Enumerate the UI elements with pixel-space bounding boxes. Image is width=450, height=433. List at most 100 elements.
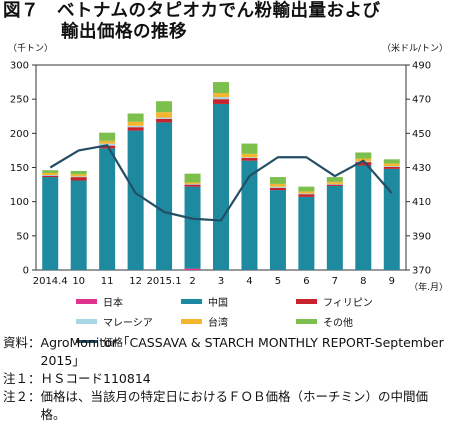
bar-segment (184, 268, 201, 270)
bar-segment (269, 188, 286, 191)
bar-segment (298, 191, 315, 194)
legend-item: その他 (296, 314, 353, 329)
bar-segment (99, 148, 116, 270)
x-tick-label: 2015.1 (147, 276, 182, 287)
bar-segment (156, 117, 173, 119)
bar-segment (184, 173, 201, 183)
legend-label: マレーシア (103, 318, 153, 329)
bar-segment (42, 172, 59, 176)
bar-segment (269, 177, 286, 184)
bar-segment (127, 127, 144, 131)
legend-item: フィリピン (296, 294, 373, 309)
bar-segment (127, 121, 144, 126)
bar-segment (355, 162, 372, 166)
bar-segment (70, 177, 87, 181)
bar-segment (383, 159, 400, 164)
x-tick-label: 9 (389, 276, 395, 287)
bar-segment (241, 143, 258, 154)
bar-segment (269, 186, 286, 188)
bar-segment (298, 186, 315, 192)
x-tick-label: 6 (303, 276, 309, 287)
right-tick-label: 410 (412, 197, 431, 208)
bar-segment (184, 183, 201, 185)
chart: （千トン） （米ドル/トン）050100150200250300370390410… (8, 42, 448, 293)
x-tick-label: 5 (275, 276, 281, 287)
bar-segment (213, 82, 229, 94)
bar-segment (298, 196, 315, 270)
bar-segment (42, 177, 59, 270)
note-1-label: 注１： (3, 371, 41, 386)
right-tick-label: 490 (412, 61, 431, 72)
bar-segment (42, 175, 59, 176)
legend-swatch (76, 340, 97, 343)
bar-segment (156, 118, 173, 123)
note-2-text: 価格は、当該月の特定日におけるＦＯＢ価格（ホーチミン）の中間価格。 (40, 389, 429, 422)
bar-segment (42, 170, 59, 173)
legend-swatch (181, 299, 202, 304)
legend-label: 日本 (103, 298, 123, 309)
x-tick-label: 7 (332, 276, 338, 287)
bar-segment (213, 99, 229, 104)
right-axis-unit: （米ドル/トン） (382, 42, 448, 54)
bar-segment (326, 181, 343, 184)
bar-segment (213, 93, 229, 98)
x-tick-label: 3 (218, 276, 224, 287)
bar-segment (383, 163, 400, 167)
x-tick-label: 10 (72, 276, 85, 287)
bar-segment (383, 166, 400, 169)
bar-segment (213, 97, 229, 100)
note-source-text: AgroMonitor「CASSAVA & STARCH MONTHLY REP… (40, 335, 444, 368)
chart-title-line-1: 図７ ベトナムのタピオカでん粉輸出量および (3, 1, 381, 21)
bar-segment (184, 186, 201, 269)
bar-segment (70, 170, 87, 175)
note-2-label: 注２： (3, 389, 41, 404)
legend-swatch (296, 319, 317, 324)
bar-segment (127, 130, 144, 270)
bar-segment (241, 157, 258, 159)
left-tick-label: 300 (10, 61, 29, 72)
bar-segment (70, 174, 87, 177)
legend-item: マレーシア (76, 314, 153, 329)
left-tick-label: 50 (16, 231, 29, 242)
left-axis-unit: （千トン） (8, 43, 53, 54)
bar-segment (298, 193, 315, 195)
bar-segment (326, 184, 343, 186)
note-2: 注２： 価格は、当該月の特定日におけるＦＯＢ価格（ホーチミン）の中間価格。 (3, 388, 447, 424)
bar-segment (70, 176, 87, 178)
bar-segment (184, 182, 201, 184)
right-tick-label: 430 (412, 163, 431, 174)
bar-segment (156, 101, 173, 113)
bar-segment (42, 175, 59, 178)
note-source: 資料： AgroMonitor「CASSAVA & STARCH MONTHLY… (3, 334, 447, 370)
legend-swatch (76, 299, 97, 304)
bar-segment (213, 103, 229, 270)
bar-segment (70, 180, 87, 270)
left-tick-label: 200 (10, 129, 29, 140)
legend-label: 中国 (208, 298, 228, 309)
legend-swatch (296, 299, 317, 304)
bar-segment (156, 112, 173, 118)
right-tick-label: 370 (412, 266, 431, 277)
left-tick-label: 250 (10, 95, 29, 106)
legend-label: 価格 (103, 338, 123, 349)
note-1: 注１： ＨＳコード110814 (3, 370, 447, 388)
bar-segment (383, 166, 400, 167)
bar-segment (355, 152, 372, 159)
legend-swatch (181, 319, 202, 324)
bar-segment (241, 153, 258, 158)
bar-segment (326, 185, 343, 270)
note-source-label: 資料： (3, 335, 41, 350)
bar-segment (269, 190, 286, 270)
bar-segment (99, 132, 116, 141)
bar-segment (241, 160, 258, 270)
right-tick-label: 450 (412, 129, 431, 140)
x-axis-unit: （年.月） (409, 281, 448, 293)
bar-segment (269, 183, 286, 187)
x-tick-label: 2014.4 (33, 276, 68, 287)
bar-segment (127, 125, 144, 128)
bar-segment (156, 122, 173, 271)
x-tick-label: 4 (246, 276, 252, 287)
legend-item: 価格 (76, 334, 123, 349)
legend-item: 日本 (76, 294, 123, 309)
